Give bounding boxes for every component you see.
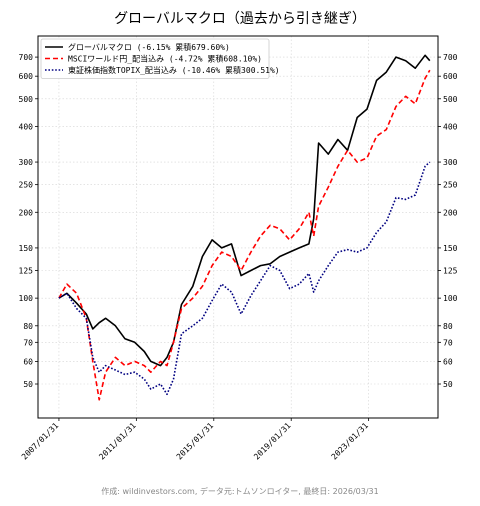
y-tick-label-right: 50 bbox=[443, 380, 453, 389]
y-tick-label-left: 100 bbox=[19, 294, 34, 303]
legend-label: MSCIワールド円_配当込み (-4.72% 累積608.10%) bbox=[68, 54, 262, 64]
series-layer bbox=[58, 54, 431, 401]
y-tick-label-left: 70 bbox=[23, 338, 33, 347]
chart-title: グローバルマクロ（過去から引き継ぎ） bbox=[114, 11, 366, 27]
y-tick-label-right: 125 bbox=[443, 267, 458, 276]
y-tick-label-left: 60 bbox=[23, 357, 33, 366]
legend: グローバルマクロ (-6.15% 累積679.60%) MSCIワールド円_配当込… bbox=[40, 38, 280, 79]
y-tick-label-left: 80 bbox=[23, 322, 33, 331]
y-tick-label-left: 300 bbox=[19, 158, 34, 167]
y-tick-label-left: 400 bbox=[19, 122, 34, 131]
series-line bbox=[58, 161, 431, 396]
y-tick-label-right: 300 bbox=[443, 158, 458, 167]
legend-label: グローバルマクロ (-6.15% 累積679.60%) bbox=[68, 42, 230, 52]
y-tick-label-left: 200 bbox=[19, 208, 34, 217]
y-tick-label-right: 250 bbox=[443, 181, 458, 190]
series-line bbox=[58, 54, 431, 367]
y-tick-label-right: 60 bbox=[443, 357, 453, 366]
y-tick-label-right: 400 bbox=[443, 122, 458, 131]
y-tick-label-left: 125 bbox=[19, 267, 34, 276]
y-tick-label-right: 700 bbox=[443, 53, 458, 62]
x-tick-label: 2019/01/31 bbox=[252, 421, 293, 462]
legend-label: 東証株価指数TOPIX_配当込み (-10.46% 累積300.51%) bbox=[68, 65, 280, 75]
y-tick-label-right: 100 bbox=[443, 294, 458, 303]
x-tick-label: 2011/01/31 bbox=[97, 421, 138, 462]
chart-caption: 作成: wildinvestors.com, データ元:トムソンロイター, 最終… bbox=[101, 486, 378, 496]
legend-box bbox=[40, 38, 270, 79]
grid bbox=[38, 36, 438, 418]
x-tick-label: 2015/01/31 bbox=[175, 421, 216, 462]
x-tick-label: 2023/01/31 bbox=[330, 421, 371, 462]
y-tick-label-right: 80 bbox=[443, 322, 453, 331]
y-tick-label-left: 250 bbox=[19, 181, 34, 190]
y-tick-label-right: 500 bbox=[443, 95, 458, 104]
x-tick-label: 2007/01/31 bbox=[20, 421, 61, 462]
series-line bbox=[58, 69, 431, 401]
y-tick-label-left: 150 bbox=[19, 244, 34, 253]
y-tick-label-left: 600 bbox=[19, 72, 34, 81]
y-tick-label-left: 50 bbox=[23, 380, 33, 389]
y-tick-label-left: 500 bbox=[19, 95, 34, 104]
y-tick-label-right: 600 bbox=[443, 72, 458, 81]
plot-frame bbox=[37, 35, 439, 419]
ticks: 50 50 60 60 70 70 80 80 100 100 125 125 150 150 200 200… bbox=[19, 53, 458, 461]
y-tick-label-right: 150 bbox=[443, 244, 458, 253]
y-tick-label-right: 70 bbox=[443, 338, 453, 347]
y-tick-label-right: 200 bbox=[443, 208, 458, 217]
y-tick-label-left: 700 bbox=[19, 53, 34, 62]
